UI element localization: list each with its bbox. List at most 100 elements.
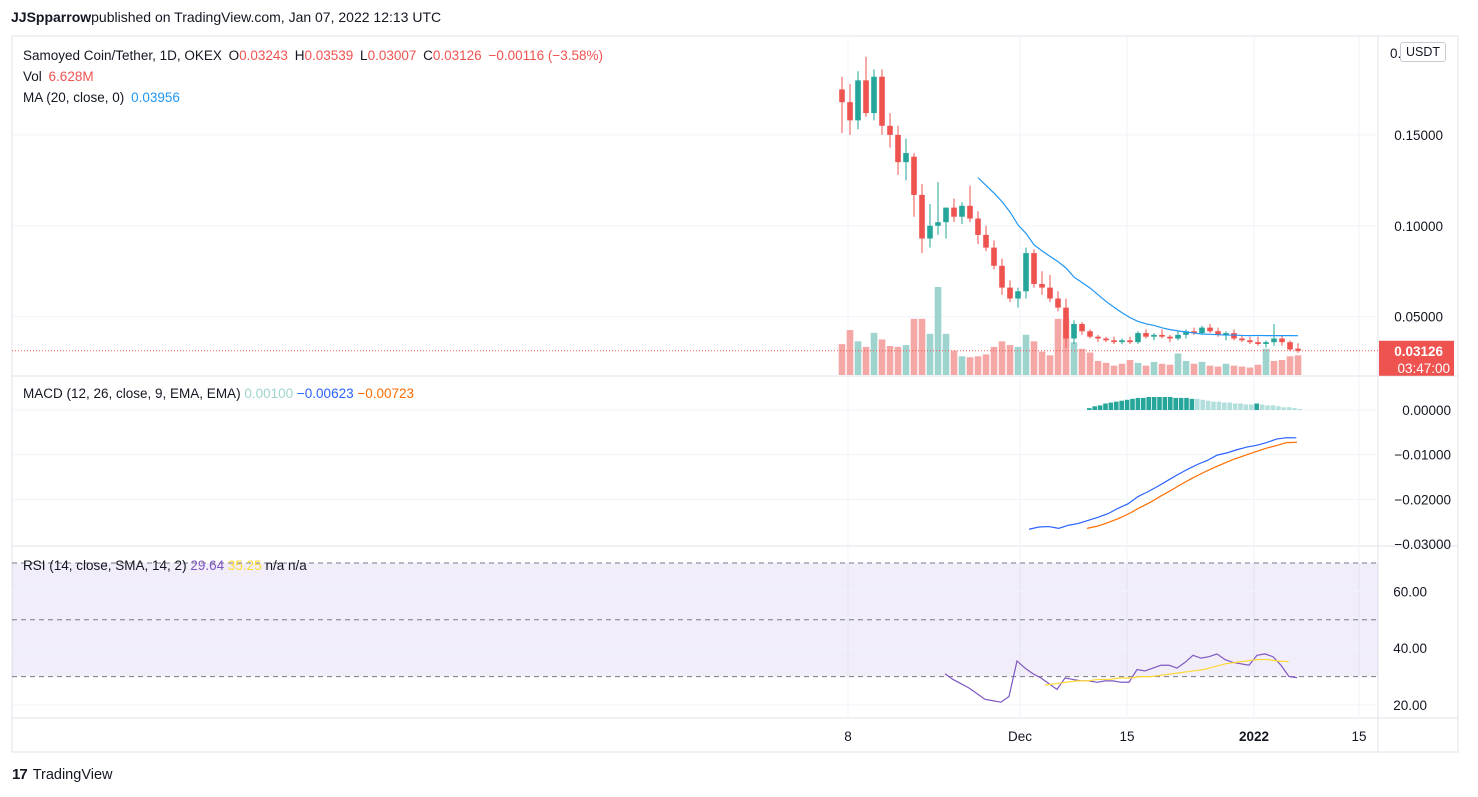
candle-body [1127,340,1133,343]
macd-histogram-bar [1227,402,1232,410]
volume-bar [1182,360,1190,375]
macd-histogram-bar [1119,400,1124,410]
candle-body [1207,327,1213,332]
rsi-line [944,653,1298,703]
price-label-box [1379,340,1454,376]
x-axis-tick: Dec [1008,729,1032,744]
macd-histogram-bar [1151,397,1157,410]
volume-bar [870,332,878,375]
rsi-axis-tick: 60.00 [1393,584,1427,599]
symbol-title[interactable]: Samoyed Coin/Tether, 1D, OKEX [23,48,222,63]
candle-body [983,234,989,248]
candle-body [1143,333,1149,337]
macd-histogram-bar [1184,397,1189,410]
rsi-na-2: n/a [288,558,307,573]
rsi-label[interactable]: RSI (14, close, SMA, 14, 2) [23,558,187,573]
macd-line-value: −0.00623 [296,386,354,401]
volume-bar [1190,363,1198,375]
x-axis-tick: 8 [844,729,852,744]
volume-bar [1174,353,1182,375]
volume-label[interactable]: Vol [23,69,42,84]
candle-body [943,207,949,223]
volume-bar [838,344,846,375]
volume-bar [878,339,886,375]
volume-bar [1158,363,1166,375]
candle-body [1047,287,1053,299]
volume-bar [966,357,974,375]
price-axis-tick: 0.15000 [1394,128,1443,143]
open-label: O [228,48,240,63]
tradingview-logo-icon: 17 [12,766,28,783]
macd-histogram-bar [1254,403,1259,410]
chart-frame [11,35,1459,753]
candle-body [1087,331,1093,337]
price-axis-tick: 0.10000 [1394,219,1443,234]
volume-bar [918,318,926,375]
volume-bar [1086,352,1094,375]
candle-body [1239,338,1245,341]
macd-histogram-bar [1162,397,1168,410]
macd-histogram-bar [1135,397,1141,410]
change-value: −0.00116 (−3.58%) [488,48,604,63]
volume-bar [958,356,966,375]
candle-body [855,80,861,121]
volume-bar [1094,360,1102,375]
volume-bar [1046,355,1054,375]
ma-label[interactable]: MA (20, close, 0) [23,90,125,105]
macd-histogram-bar [1281,407,1286,410]
volume-bar [1078,348,1086,375]
candle-body [927,225,933,239]
macd-axis-tick: −0.02000 [1394,492,1451,507]
volume-bar [902,345,910,375]
rsi-value: 29.64 [190,558,225,573]
candle-body [839,89,845,103]
author-name[interactable]: JJSpparrow [11,9,92,25]
volume-bar [910,318,918,375]
candle-body [1135,333,1141,343]
candle-body [1215,331,1221,335]
volume-bar [1054,318,1062,375]
macd-histogram-bar [1189,398,1195,410]
candle-body [1023,253,1029,292]
macd-histogram-bar [1243,404,1249,410]
candle-body [1167,336,1173,339]
rsi-na-1: n/a [265,558,285,573]
volume-bar [1110,365,1118,375]
volume-bar [1038,351,1046,375]
volume-bar [990,346,998,375]
candle-body [1231,333,1237,339]
low-label: L [360,48,368,63]
volume-bar [1222,363,1230,375]
candle-body [1039,283,1045,288]
volume-bar [998,341,1006,375]
macd-histogram-bar [1265,405,1270,410]
candle-body [999,265,1005,288]
candle-body [959,205,965,217]
candle-body [895,134,901,163]
macd-line [1028,437,1297,530]
price-axis-tick: 0.05000 [1394,310,1443,325]
macd-histogram-bar [1124,399,1130,410]
candle-body [1247,340,1253,343]
volume-bar [1230,365,1238,375]
macd-histogram-bar [1092,406,1097,410]
candle-body [1015,291,1021,299]
macd-label[interactable]: MACD (12, 26, close, 9, EMA, EMA) [23,386,241,401]
macd-histogram-bar [1103,403,1108,410]
volume-bar [1118,363,1126,375]
signal-line [1086,441,1298,529]
volume-bar [1014,346,1022,375]
footer-brand-text[interactable]: TradingView [32,766,113,783]
macd-histogram-bar [1259,404,1265,410]
volume-bar [1142,365,1150,375]
volume-bar [1030,341,1038,375]
candle-body [1199,327,1205,334]
x-axis-tick: 2022 [1239,729,1269,744]
volume-bar [974,356,982,375]
macd-histogram-bar [1270,405,1276,410]
volume-bar [1070,342,1078,375]
candle-body [887,125,893,135]
candle-body [1031,253,1037,284]
currency-button[interactable]: USDT [1400,42,1447,62]
